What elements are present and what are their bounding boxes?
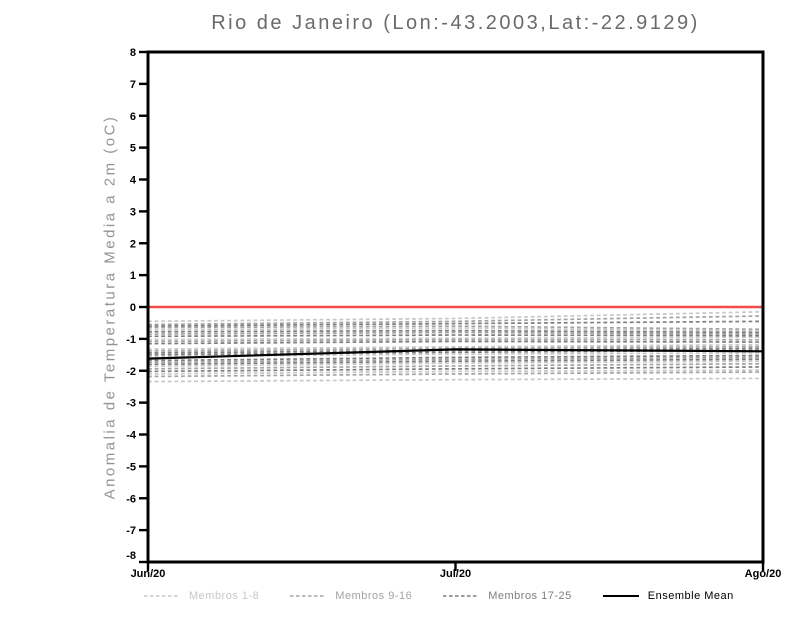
ensemble-member-line xyxy=(147,356,764,364)
ensemble-member-line xyxy=(147,310,764,323)
legend-item-membros-9-16: Membros 9-16 xyxy=(289,590,412,602)
ensemble-member-line xyxy=(147,340,764,345)
dashed-line-sample xyxy=(290,595,327,597)
y-tick-label: 7 xyxy=(130,79,136,91)
chart-legend: Membros 1-8 Membros 9-16 Membros 17-25 Ense… xyxy=(143,590,734,602)
y-tick-label: 6 xyxy=(130,111,136,123)
ensemble-member-line xyxy=(147,349,764,356)
y-tick-label: -5 xyxy=(126,461,136,473)
ensemble-member-line xyxy=(147,343,764,350)
ensemble-member-line xyxy=(147,354,764,362)
ensemble-member-line xyxy=(147,366,764,373)
ensemble-mean-line xyxy=(147,348,764,360)
ensemble-member-line xyxy=(147,360,764,368)
ensemble-member-line xyxy=(147,369,764,375)
ensemble-member-line xyxy=(147,347,764,354)
ensemble-member-line xyxy=(147,371,764,378)
dashed-line-sample xyxy=(443,595,480,597)
legend-label: Membros 17-25 xyxy=(488,590,572,602)
solid-line-sample xyxy=(602,595,639,597)
y-tick-label: 8 xyxy=(130,47,136,59)
legend-label: Membros 9-16 xyxy=(335,590,413,602)
ensemble-member-line xyxy=(147,358,764,366)
ensemble-member-line xyxy=(147,327,764,332)
ensemble-member-line xyxy=(147,345,764,352)
dashed-line-sample xyxy=(144,595,180,597)
legend-label: Ensemble Mean xyxy=(647,590,734,602)
legend-item-membros-1-8: Membros 1-8 xyxy=(143,590,259,602)
y-tick-label: 1 xyxy=(130,270,136,282)
ensemble-member-line xyxy=(147,320,764,327)
y-tick-label: 5 xyxy=(130,143,136,155)
y-tick-label: -3 xyxy=(126,398,136,410)
ensemble-member-line xyxy=(147,331,764,335)
chart-title: Rio de Janeiro (Lon:-43.2003,Lat:-22.912… xyxy=(211,12,700,34)
ensemble-member-line xyxy=(147,329,764,334)
y-tick-label: -1 xyxy=(126,334,136,346)
legend-item-membros-17-25: Membros 17-25 xyxy=(442,590,572,602)
x-tick-label: Jul/20 xyxy=(440,568,471,580)
x-tick-label: Ago/20 xyxy=(745,568,782,580)
ensemble-member-line xyxy=(147,325,764,331)
y-tick-label: -6 xyxy=(126,493,136,505)
y-tick-label: -2 xyxy=(126,366,136,378)
y-tick-label: 3 xyxy=(130,206,136,218)
legend-label: Membros 1-8 xyxy=(189,590,260,602)
ensemble-member-line xyxy=(147,338,764,343)
y-tick-label: 0 xyxy=(130,302,136,314)
ensemble-member-line xyxy=(147,362,764,370)
ensemble-member-line xyxy=(147,336,764,341)
ensemble-member-line xyxy=(147,334,764,338)
ensemble-member-line xyxy=(147,377,764,383)
x-tick-label: Jun/20 xyxy=(131,568,166,580)
y-tick-label: -8 xyxy=(126,550,136,562)
y-tick-label: 2 xyxy=(130,238,136,250)
ensemble-member-line xyxy=(147,315,764,326)
y-tick-label: 4 xyxy=(130,175,137,187)
legend-item-ensemble-mean: Ensemble Mean xyxy=(602,590,734,602)
y-tick-label: -7 xyxy=(126,525,136,537)
y-tick-label: -4 xyxy=(126,430,137,442)
